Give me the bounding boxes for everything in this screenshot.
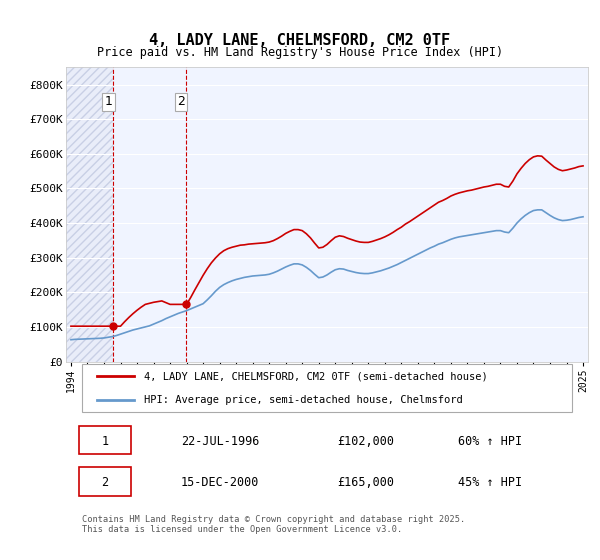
Bar: [66, 67, 113, 362]
Text: 1: 1: [101, 435, 109, 448]
Text: 2: 2: [177, 95, 185, 108]
Text: 4, LADY LANE, CHELMSFORD, CM2 0TF (semi-detached house): 4, LADY LANE, CHELMSFORD, CM2 0TF (semi-…: [145, 371, 488, 381]
Text: Price paid vs. HM Land Registry's House Price Index (HPI): Price paid vs. HM Land Registry's House …: [97, 46, 503, 59]
Text: HPI: Average price, semi-detached house, Chelmsford: HPI: Average price, semi-detached house,…: [145, 395, 463, 405]
FancyBboxPatch shape: [79, 468, 131, 496]
Text: 1: 1: [104, 95, 112, 108]
Text: 4, LADY LANE, CHELMSFORD, CM2 0TF: 4, LADY LANE, CHELMSFORD, CM2 0TF: [149, 32, 451, 48]
Text: Contains HM Land Registry data © Crown copyright and database right 2025.
This d: Contains HM Land Registry data © Crown c…: [82, 515, 465, 534]
FancyBboxPatch shape: [79, 426, 131, 454]
Text: 45% ↑ HPI: 45% ↑ HPI: [458, 476, 521, 489]
FancyBboxPatch shape: [82, 364, 572, 412]
Text: £102,000: £102,000: [337, 435, 394, 448]
Text: 22-JUL-1996: 22-JUL-1996: [181, 435, 259, 448]
Text: 2: 2: [101, 476, 109, 489]
Text: 15-DEC-2000: 15-DEC-2000: [181, 476, 259, 489]
Text: 60% ↑ HPI: 60% ↑ HPI: [458, 435, 521, 448]
Text: £165,000: £165,000: [337, 476, 394, 489]
